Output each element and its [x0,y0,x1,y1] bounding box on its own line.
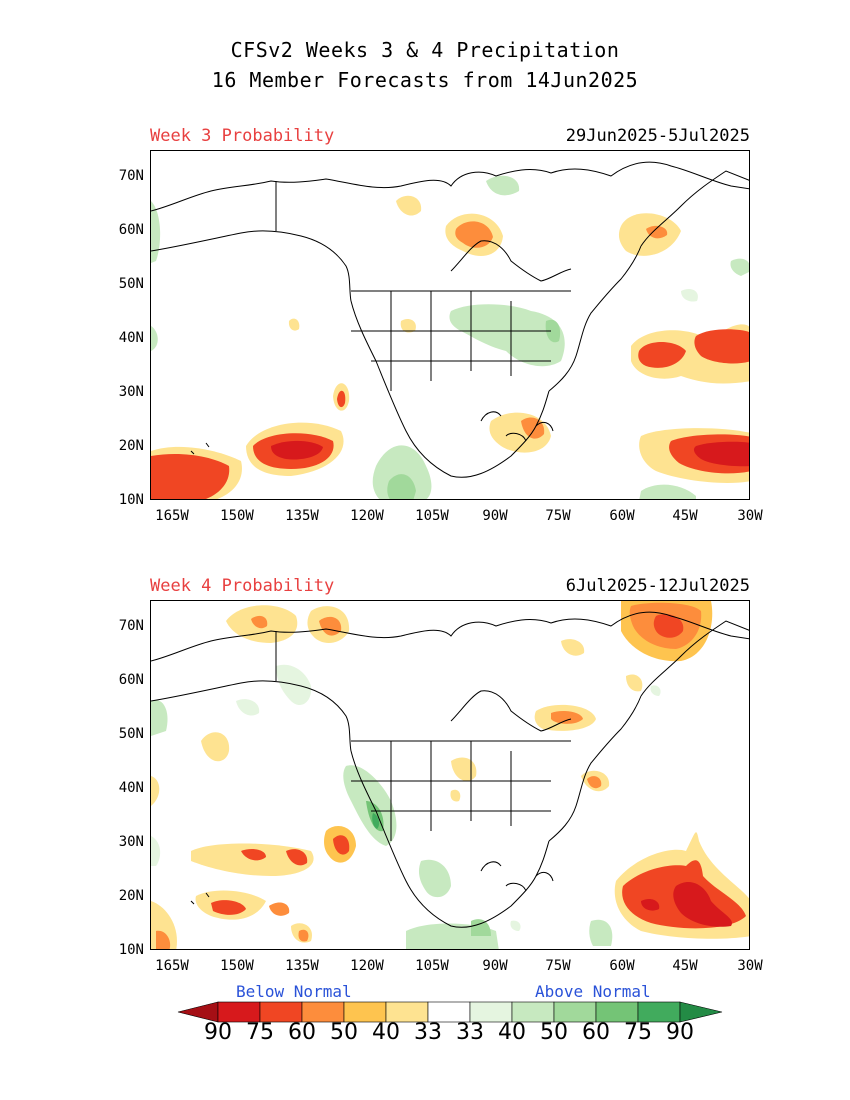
legend-value: 75 [246,1020,274,1045]
lon-tick: 165W [155,508,189,524]
legend-value: 60 [582,1020,610,1045]
lon-tick: 135W [285,508,319,524]
week3-above-normal-areas [151,175,749,499]
week4-map [150,600,750,950]
legend-below-caption: Below Normal [236,982,352,1001]
lat-tick: 60N [118,672,144,688]
lat-tick: 40N [118,780,144,796]
legend-value: 75 [624,1020,652,1045]
week4-label: Week 4 Probability [150,576,335,596]
legend-value: 40 [498,1020,526,1045]
legend-value: 40 [372,1020,400,1045]
week3-map-svg [151,161,749,499]
lon-tick: 150W [220,958,254,974]
lat-tick: 70N [118,168,144,184]
lat-tick: 10N [118,942,144,958]
lat-tick: 30N [118,384,144,400]
lat-tick: 60N [118,222,144,238]
legend-value: 50 [540,1020,568,1045]
legend-swatch [511,1001,555,1023]
lon-tick: 105W [415,508,449,524]
lon-tick: 60W [609,958,635,974]
lon-tick: 165W [155,958,189,974]
lon-tick: 120W [350,508,384,524]
lon-tick: 135W [285,958,319,974]
legend-value: 33 [414,1020,442,1045]
lon-tick: 105W [415,958,449,974]
legend-value: 90 [666,1020,694,1045]
lat-tick: 40N [118,330,144,346]
week3-map [150,150,750,500]
lat-tick: 10N [118,492,144,508]
lat-tick: 30N [118,834,144,850]
legend-swatch [553,1001,597,1023]
week4-map-svg [151,601,749,949]
legend-arrow-left [177,1001,219,1023]
lon-tick: 45W [672,508,698,524]
lat-tick: 50N [118,276,144,292]
lon-tick: 30W [737,508,763,524]
legend-swatch [301,1001,345,1023]
chart-title-line1: CFSv2 Weeks 3 & 4 Precipitation [230,38,620,62]
lat-tick: 20N [118,888,144,904]
week4-coastlines [151,611,749,928]
lon-tick: 90W [482,958,508,974]
legend-swatch [259,1001,303,1023]
lon-tick: 75W [545,958,571,974]
lon-tick: 45W [672,958,698,974]
lon-tick: 60W [609,508,635,524]
week4-above-normal-areas [151,664,661,949]
legend-value: 50 [330,1020,358,1045]
legend-swatch [595,1001,639,1023]
legend-value: 33 [456,1020,484,1045]
lon-tick: 75W [545,508,571,524]
legend-value: 60 [288,1020,316,1045]
legend-swatch [469,1001,513,1023]
legend-swatch [385,1001,429,1023]
lat-tick: 50N [118,726,144,742]
legend-above-caption: Above Normal [535,982,651,1001]
legend-arrow-right [679,1001,723,1023]
chart-title-line2: 16 Member Forecasts from 14Jun2025 [211,68,639,92]
lon-tick: 90W [482,508,508,524]
week3-coastlines [151,161,749,478]
week3-below-normal-areas [151,195,749,499]
legend-swatch [217,1001,261,1023]
legend-value: 90 [204,1020,232,1045]
legend-swatch [343,1001,387,1023]
legend-swatch [427,1001,471,1023]
lon-tick: 150W [220,508,254,524]
lat-tick: 20N [118,438,144,454]
legend-swatch [637,1001,681,1023]
week3-dates: 29Jun2025-5Jul2025 [565,126,750,146]
legend-colorbar [177,1001,723,1023]
lon-tick: 120W [350,958,384,974]
lat-tick: 70N [118,618,144,634]
week4-dates: 6Jul2025-12Jul2025 [565,576,750,596]
week3-label: Week 3 Probability [150,126,335,146]
lon-tick: 30W [737,958,763,974]
week4-below-normal-areas [151,601,749,949]
